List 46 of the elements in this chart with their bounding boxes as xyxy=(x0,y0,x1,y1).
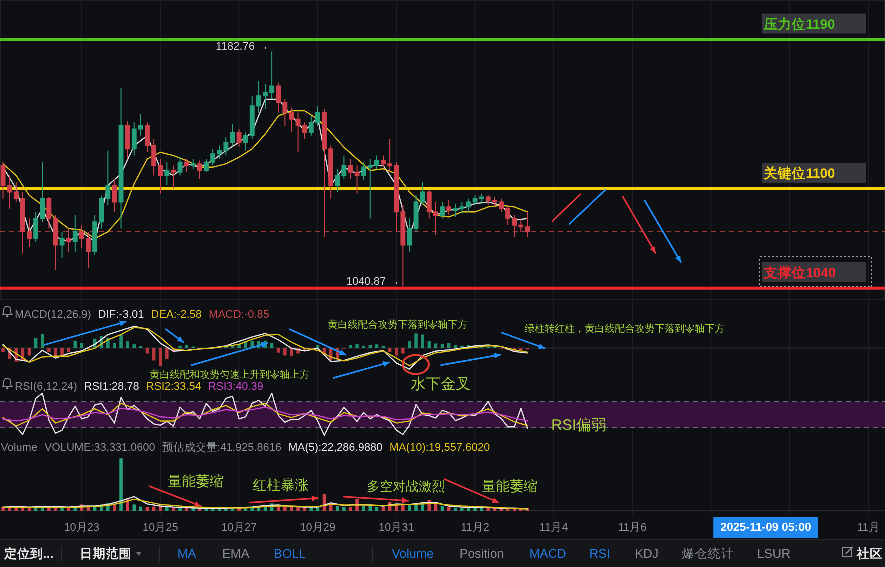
text: RSI2:33.54 xyxy=(146,381,202,393)
text: BOLL xyxy=(274,547,306,561)
text: 2025-11-09 05:00 xyxy=(720,522,812,534)
text: Position xyxy=(460,547,504,561)
text: KDJ xyxy=(635,547,659,561)
x-tick-label: 10月23 xyxy=(64,522,100,534)
x-tick-label: 11月6 xyxy=(618,522,647,534)
annotation: 1182.76 → xyxy=(216,40,270,53)
text: MACD xyxy=(530,547,566,561)
text: DEA:-2.58 xyxy=(151,309,202,321)
text: 定位到... xyxy=(3,546,54,561)
annotation: 1040.87 → xyxy=(346,276,400,288)
text: 爆仓统计 xyxy=(682,547,734,561)
text: MACD(12,26,9) xyxy=(15,309,92,321)
text: MACD:-0.85 xyxy=(209,309,270,321)
annotation: 黄白线配合攻势下落到零轴下方 xyxy=(328,319,468,331)
annotation: 量能萎缩 xyxy=(482,478,538,494)
ref-line-label: 关键位1100 xyxy=(763,164,836,181)
text: EMA xyxy=(222,547,250,561)
text: RSI3:40.39 xyxy=(208,381,264,393)
x-tick-label: 10月25 xyxy=(142,522,178,534)
ref-line-label: 支撑位1040 xyxy=(763,265,836,280)
text: RSI1:28.78 xyxy=(84,381,140,393)
annotation: 红柱暴涨 xyxy=(253,477,309,493)
legend: Volume VOLUME:33,331.0600 预估成交量:41,925.8616 MA(5):22,286.9880 MA(10):19,557.6020 xyxy=(1,442,490,454)
x-tick-label: 10月27 xyxy=(222,522,258,534)
x-tick-label: 11月2 xyxy=(461,522,490,534)
text: Volume xyxy=(392,547,434,561)
annotation: 多空对战激烈 xyxy=(367,479,445,494)
text: DIF:-3.01 xyxy=(98,309,144,321)
text: 水下金叉 xyxy=(411,376,471,393)
x-tick-label: 11月 xyxy=(857,522,880,534)
text: LSUR xyxy=(757,547,791,561)
x-tick-label: 11月4 xyxy=(540,522,568,534)
text: 社区 xyxy=(856,546,883,561)
annotation: 量能萎缩 xyxy=(168,473,224,489)
text: RSI(6,12,24) xyxy=(15,381,78,393)
text: RSI xyxy=(590,547,610,561)
annotation: RSI偏弱 xyxy=(551,417,607,434)
text: 日期范围 xyxy=(80,547,132,561)
x-tick-label: 10月29 xyxy=(300,522,336,534)
x-tick-label: 10月31 xyxy=(378,522,414,534)
text: 黄白线配和攻势匀速上升到零轴上方 xyxy=(150,369,310,381)
annotation: 绿柱转红柱，黄白线配合攻势下落到零轴下方 xyxy=(525,323,725,335)
text: MA xyxy=(178,547,198,561)
ref-line-label: 压力位1190 xyxy=(763,16,836,32)
